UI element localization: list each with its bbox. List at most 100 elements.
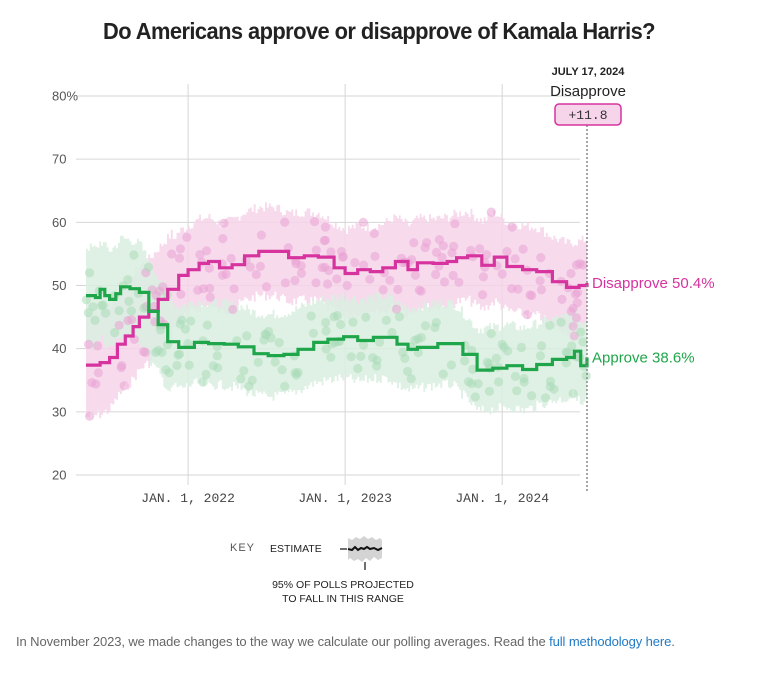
- x-tick-label: JAN. 1, 2024: [455, 491, 549, 506]
- poll-dot: [321, 317, 331, 328]
- poll-dot: [119, 381, 129, 391]
- poll-dot: [346, 352, 356, 362]
- poll-dot: [291, 370, 301, 380]
- poll-dot: [350, 258, 360, 268]
- poll-dot: [226, 253, 236, 264]
- chart-key: KEY ESTIMATE 95% OF POLLS PROJECTED TO F…: [228, 536, 468, 616]
- poll-dot: [124, 296, 134, 306]
- poll-dot: [320, 235, 330, 245]
- approve-end-label: Approve 38.6%: [592, 350, 695, 367]
- poll-dot: [358, 217, 368, 227]
- poll-dot: [567, 341, 577, 351]
- poll-dot: [311, 245, 321, 255]
- key-estimate-label: ESTIMATE: [270, 543, 322, 555]
- poll-dot: [431, 269, 441, 280]
- poll-dot: [460, 356, 470, 366]
- poll-dot: [561, 347, 571, 357]
- poll-dot: [182, 232, 192, 242]
- poll-dot: [143, 262, 154, 272]
- poll-dot: [101, 308, 111, 318]
- poll-dot: [202, 246, 212, 256]
- poll-dot: [84, 339, 94, 349]
- poll-dot: [422, 238, 432, 248]
- poll-dot: [394, 312, 405, 322]
- poll-dot: [321, 326, 331, 336]
- methodology-link[interactable]: full methodology here: [549, 634, 672, 649]
- poll-dot: [332, 274, 342, 284]
- poll-dot: [290, 275, 300, 286]
- key-estimate-icon: [340, 536, 383, 570]
- poll-dot: [368, 353, 378, 363]
- poll-dot: [239, 366, 249, 376]
- poll-dot: [306, 311, 316, 321]
- poll-dot: [491, 353, 501, 363]
- poll-dot: [478, 272, 488, 282]
- x-axis-ticks: JAN. 1, 2022 JAN. 1, 2023 JAN. 1, 2024: [141, 491, 549, 506]
- key-range-line-1: 95% OF POLLS PROJECTED: [272, 579, 414, 591]
- poll-dot: [229, 284, 239, 294]
- poll-dot: [296, 268, 306, 278]
- poll-dot: [494, 377, 504, 387]
- poll-dot: [448, 270, 458, 281]
- poll-dot: [516, 342, 527, 353]
- poll-dot: [255, 261, 265, 271]
- poll-dot: [176, 289, 186, 299]
- poll-dot: [446, 360, 456, 370]
- poll-dot: [519, 377, 529, 387]
- poll-dot: [93, 368, 103, 378]
- poll-dot: [512, 386, 522, 396]
- poll-dot: [375, 337, 385, 347]
- y-tick-label: 20: [52, 468, 66, 483]
- poll-dot: [311, 278, 321, 288]
- poll-dot: [535, 351, 546, 361]
- poll-dot: [353, 363, 363, 374]
- poll-dot: [342, 280, 352, 291]
- poll-dot: [378, 285, 388, 295]
- estimate-lines: [86, 249, 589, 372]
- poll-dot: [575, 259, 585, 269]
- poll-dot: [482, 357, 492, 367]
- poll-dot: [454, 277, 464, 287]
- poll-dot: [438, 369, 448, 379]
- key-range-line-2: TO FALL IN THIS RANGE: [282, 593, 404, 605]
- x-tick-label: JAN. 1, 2023: [298, 491, 392, 506]
- poll-dot: [464, 377, 474, 387]
- poll-dot: [410, 270, 420, 280]
- poll-dot: [98, 300, 108, 310]
- poll-dot: [83, 308, 93, 318]
- poll-dot: [81, 295, 91, 305]
- poll-dot: [403, 366, 413, 376]
- key-range-label: 95% OF POLLS PROJECTED TO FALL IN THIS R…: [258, 578, 428, 606]
- poll-dot: [164, 368, 174, 378]
- poll-dot: [174, 349, 185, 359]
- poll-dot: [198, 377, 208, 387]
- approve-estimate-line: [86, 285, 589, 372]
- poll-dot: [365, 274, 375, 284]
- poll-dot: [387, 327, 397, 338]
- poll-dot: [149, 301, 159, 312]
- poll-dot: [486, 329, 496, 339]
- poll-dot: [431, 318, 441, 328]
- poll-dot: [236, 374, 246, 384]
- annotation: JULY 17, 2024 Disapprove +11.8: [550, 66, 626, 126]
- poll-dot: [361, 312, 371, 322]
- poll-dot: [114, 306, 124, 316]
- poll-dot: [431, 247, 442, 257]
- poll-dot: [277, 365, 287, 375]
- footnote-text: In November 2023, we made changes to the…: [16, 634, 550, 649]
- poll-dot: [217, 270, 228, 280]
- poll-dot: [324, 265, 334, 276]
- poll-dot: [484, 386, 494, 396]
- poll-dot: [157, 347, 167, 357]
- poll-dot: [434, 235, 444, 245]
- y-axis-ticks: 80% 70 60 50 40 30 20: [52, 89, 78, 483]
- footnote-end: .: [671, 634, 675, 649]
- poll-dot: [93, 341, 103, 351]
- poll-dot: [204, 263, 214, 273]
- annotation-date: JULY 17, 2024: [552, 66, 626, 78]
- poll-dot: [527, 391, 537, 401]
- poll-dot: [541, 393, 551, 403]
- poll-dot: [439, 277, 450, 287]
- poll-dot: [420, 321, 431, 331]
- poll-dot: [381, 315, 391, 325]
